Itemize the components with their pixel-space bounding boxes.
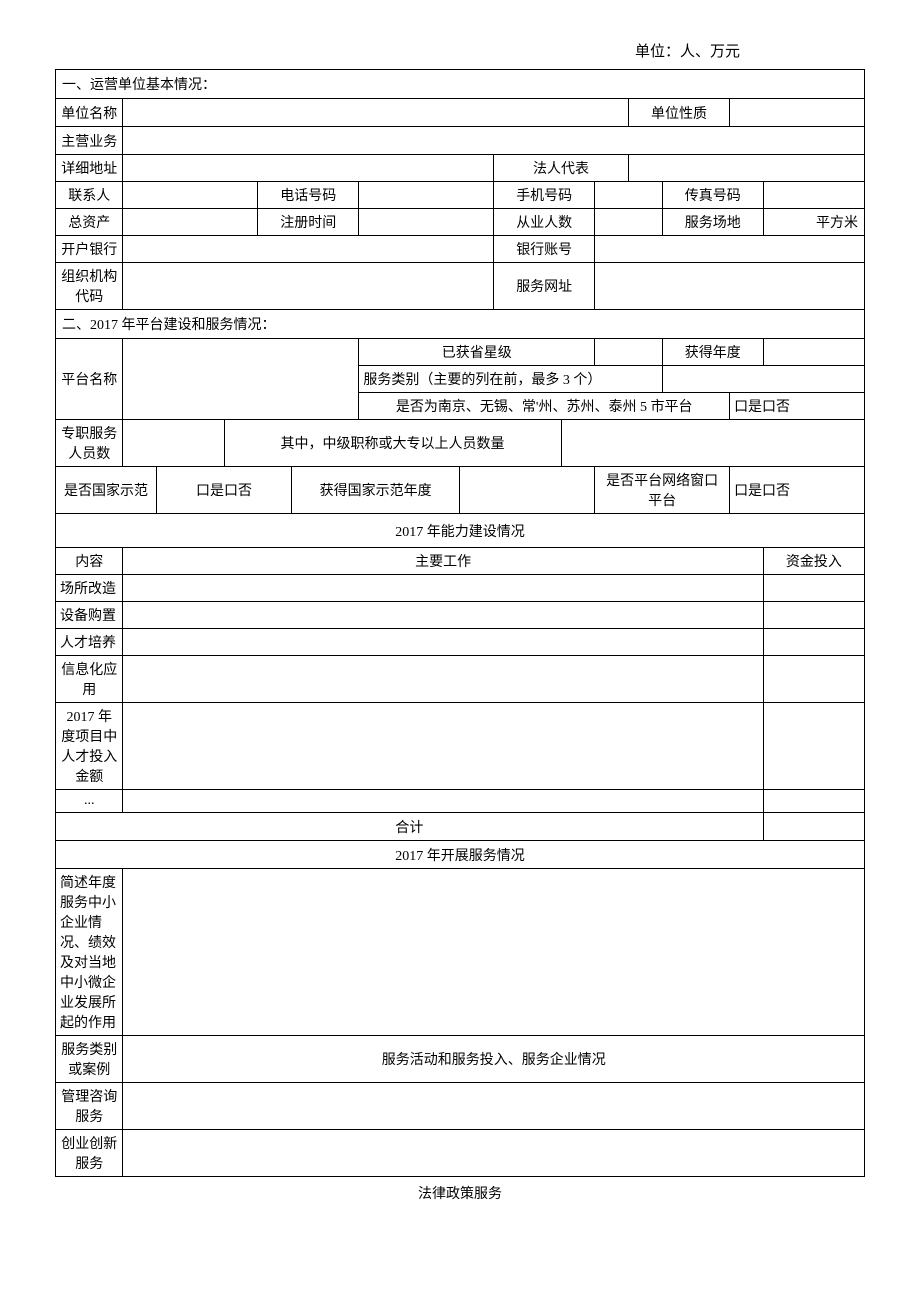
field-project-work[interactable] [123,703,763,790]
label-service-url: 服务网址 [494,263,595,310]
field-full-time-staff[interactable] [123,420,224,467]
field-network-window[interactable]: 口是口否 [730,467,865,514]
label-staff-count: 从业人数 [494,209,595,236]
service-header: 2017 年开展服务情况 [56,841,865,869]
label-reg-time: 注册时间 [258,209,359,236]
label-legal-rep: 法人代表 [494,155,629,182]
field-reg-time[interactable] [359,209,494,236]
field-venue-fund[interactable] [763,575,864,602]
field-service-category[interactable] [662,366,864,393]
field-service-summary[interactable] [123,869,865,1036]
label-total-assets: 总资产 [56,209,123,236]
row-venue: 场所改造 [56,575,123,602]
label-service-activity: 服务活动和服务投入、服务企业情况 [123,1036,865,1083]
field-startup[interactable] [123,1130,865,1177]
field-talent-work[interactable] [123,629,763,656]
label-five-cities: 是否为南京、无锡、常'州、苏州、泰州 5 市平台 [359,393,730,420]
col-fund-invest: 资金投入 [763,548,864,575]
field-talent-fund[interactable] [763,629,864,656]
field-legal-rep[interactable] [628,155,864,182]
field-bank-account[interactable] [595,236,865,263]
field-fax[interactable] [763,182,864,209]
field-ellipsis-work[interactable] [123,790,763,813]
row-info-app: 信息化应用 [56,656,123,703]
field-equipment-work[interactable] [123,602,763,629]
section1-header: 一、运营单位基本情况： [56,70,865,99]
field-org-code[interactable] [123,263,494,310]
field-ellipsis-fund[interactable] [763,790,864,813]
field-national-demo[interactable]: 口是口否 [157,467,292,514]
label-service-category: 服务类别（主要的列在前，最多 3 个） [359,366,662,393]
field-service-url[interactable] [595,263,865,310]
label-unit-nature: 单位性质 [628,99,729,127]
label-mid-title-staff: 其中，中级职称或大专以上人员数量 [224,420,561,467]
field-info-app-fund[interactable] [763,656,864,703]
label-unit-name: 单位名称 [56,99,123,127]
field-total-assets[interactable] [123,209,258,236]
field-mgmt-consult[interactable] [123,1083,865,1130]
field-venue-work[interactable] [123,575,763,602]
row-total: 合计 [56,813,764,841]
label-main-business: 主营业务 [56,127,123,155]
label-service-cat: 服务类别或案例 [56,1036,123,1083]
label-service-summary: 简述年度服务中小企业情况、绩效及对当地中小微企业发展所起的作用 [56,869,123,1036]
col-main-work: 主要工作 [123,548,763,575]
field-phone[interactable] [359,182,494,209]
label-service-area: 服务场地 [662,209,763,236]
field-address[interactable] [123,155,494,182]
row-startup: 创业创新服务 [56,1130,123,1177]
label-bank-account: 银行账号 [494,236,595,263]
label-award-year: 获得年度 [662,339,763,366]
field-equipment-fund[interactable] [763,602,864,629]
label-org-code: 组织机构代码 [56,263,123,310]
label-contact: 联系人 [56,182,123,209]
field-platform-name[interactable] [123,339,359,420]
field-national-demo-year[interactable] [460,467,595,514]
field-project-fund[interactable] [763,703,864,790]
label-sqm: 平方米 [763,209,864,236]
col-content: 内容 [56,548,123,575]
label-national-demo-year: 获得国家示范年度 [291,467,460,514]
label-platform-name: 平台名称 [56,339,123,420]
label-network-window: 是否平台网络窗口平台 [595,467,730,514]
row-talent: 人才培养 [56,629,123,656]
field-total[interactable] [763,813,864,841]
field-award-year[interactable] [763,339,864,366]
field-unit-nature[interactable] [730,99,865,127]
form-table: 一、运营单位基本情况： 单位名称 单位性质 主营业务 详细地址 法人代表 联系人… [55,69,865,1177]
unit-label: 单位：人、万元 [55,40,865,61]
label-address: 详细地址 [56,155,123,182]
field-mobile[interactable] [595,182,662,209]
field-five-cities[interactable]: 口是口否 [730,393,865,420]
row-ellipsis: ... [56,790,123,813]
label-national-demo: 是否国家示范 [56,467,157,514]
capacity-header: 2017 年能力建设情况 [56,514,865,548]
row-equipment: 设备购置 [56,602,123,629]
field-contact[interactable] [123,182,258,209]
label-full-time-staff: 专职服务人员数 [56,420,123,467]
label-star-level: 已获省星级 [359,339,595,366]
field-mid-title-staff[interactable] [561,420,864,467]
label-fax: 传真号码 [662,182,763,209]
row-project-2017: 2017 年度项目中人才投入金额 [56,703,123,790]
field-unit-name[interactable] [123,99,629,127]
section2-header: 二、2017 年平台建设和服务情况： [56,310,865,339]
footer-legal-policy: 法律政策服务 [55,1183,865,1203]
label-bank: 开户银行 [56,236,123,263]
row-mgmt-consult: 管理咨询服务 [56,1083,123,1130]
field-info-app-work[interactable] [123,656,763,703]
field-main-business[interactable] [123,127,865,155]
field-bank[interactable] [123,236,494,263]
field-star-level[interactable] [595,339,662,366]
label-phone: 电话号码 [258,182,359,209]
field-staff-count[interactable] [595,209,662,236]
label-mobile: 手机号码 [494,182,595,209]
